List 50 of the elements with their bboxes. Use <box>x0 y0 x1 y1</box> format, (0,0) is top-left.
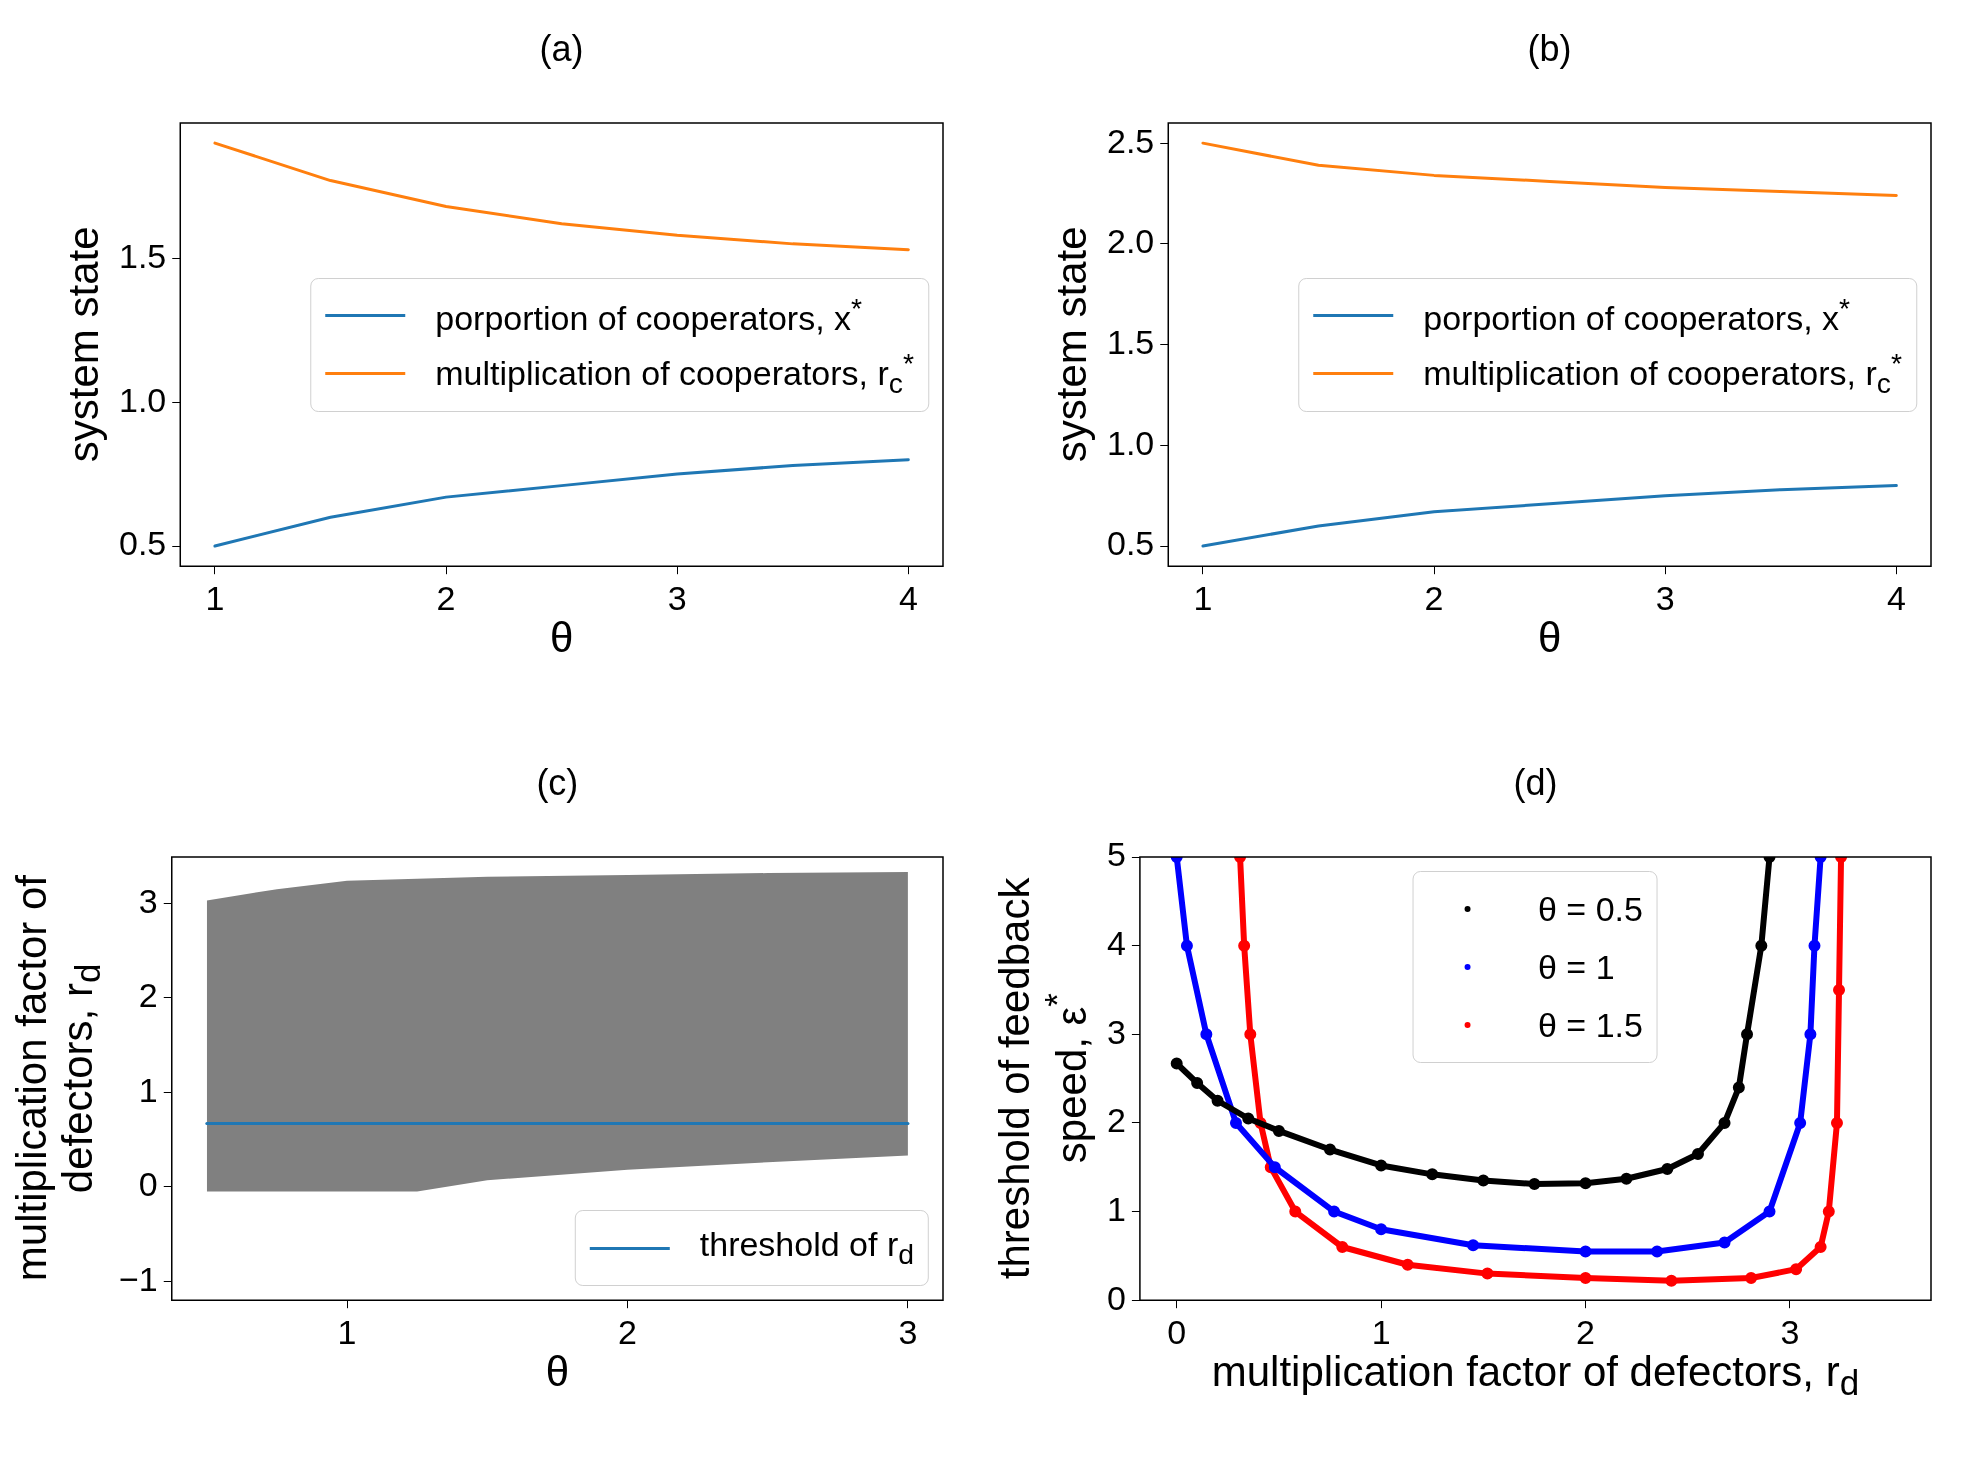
x-axis-title: θ <box>1537 614 1562 662</box>
legend-label: θ = 0.5 <box>1537 889 1643 929</box>
x-tick-label: 2 <box>618 1312 637 1351</box>
x-tick-label: 4 <box>1886 578 1906 617</box>
y-tick-label: 1 <box>1106 1189 1126 1228</box>
chart-title: (d) <box>1512 762 1559 804</box>
x-tick-label: 2 <box>1576 1312 1595 1351</box>
x-axis-title: θ <box>549 614 574 662</box>
y-tick-label: 0.5 <box>119 524 167 563</box>
legend-label: θ = 1 <box>1537 947 1615 987</box>
y-tick-label: 4 <box>1106 924 1126 963</box>
x-tick-label: 2 <box>1424 578 1444 617</box>
x-tick-label: 1 <box>1193 578 1213 617</box>
chart-title: (b) <box>1526 28 1573 70</box>
x-axis-title: multiplication factor of defectors, r$_{d}$ <box>1211 1348 1860 1403</box>
y-axis-title: system state <box>59 225 107 465</box>
legend-label: porportion of cooperators, x$^{*}$ <box>435 292 863 339</box>
x-tick-label: 1 <box>337 1312 357 1351</box>
y-axis-title: system state <box>1047 225 1095 465</box>
x-tick-label: 1 <box>1371 1312 1391 1351</box>
x-tick-label: 3 <box>667 578 687 617</box>
y-tick-label: 1 <box>138 1070 158 1109</box>
y-tick-label: 2 <box>138 976 158 1015</box>
y-tick-label: 1.5 <box>119 236 167 275</box>
chart-title: (c) <box>535 762 580 804</box>
x-axis-title: θ <box>545 1348 570 1396</box>
y-tick-label: 2 <box>1106 1101 1126 1140</box>
y-tick-label: 2.0 <box>1107 222 1155 261</box>
y-tick-label: 5 <box>1106 835 1126 874</box>
x-tick-label: 3 <box>1655 578 1675 617</box>
legend-label: threshold of r$_{d}$ <box>699 1225 914 1272</box>
y-tick-label: 2.5 <box>1107 121 1155 160</box>
y-tick-label: 0.5 <box>1107 524 1155 563</box>
x-tick-label: 1 <box>205 578 225 617</box>
x-tick-label: 2 <box>436 578 456 617</box>
legend-label: porportion of cooperators, x$^{*}$ <box>1423 292 1851 339</box>
legend-label: θ = 1.5 <box>1537 1005 1643 1045</box>
y-tick-label: 1.0 <box>1107 423 1155 462</box>
y-tick-label: 3 <box>138 881 158 920</box>
x-tick-label: 3 <box>898 1312 918 1351</box>
y-tick-label: 1.5 <box>1107 322 1155 361</box>
y-tick-label: 3 <box>1106 1012 1126 1051</box>
y-tick-label: 0 <box>138 1165 158 1204</box>
x-tick-label: 4 <box>898 578 918 617</box>
x-tick-label: 3 <box>1780 1312 1800 1351</box>
y-tick-label: 0 <box>1106 1278 1126 1317</box>
y-tick-label: 1.0 <box>119 380 167 419</box>
x-tick-label: 0 <box>1167 1312 1187 1351</box>
chart-title: (a) <box>538 28 585 70</box>
y-tick-label: −1 <box>119 1259 158 1298</box>
